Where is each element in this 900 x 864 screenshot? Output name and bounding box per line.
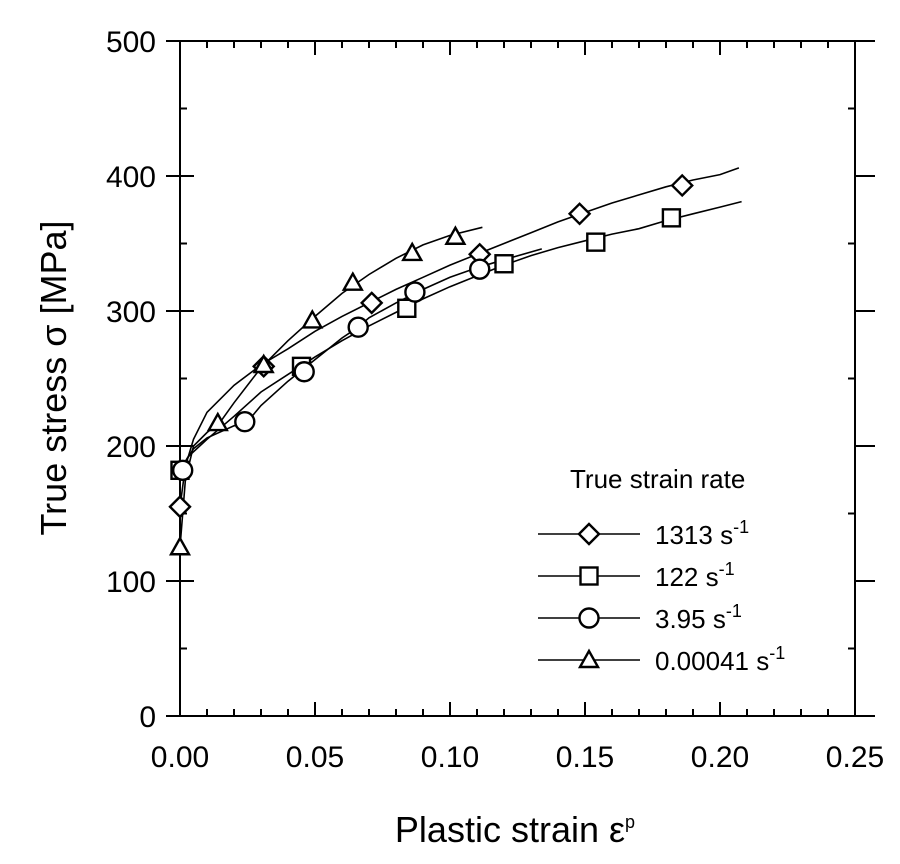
triangle-marker <box>168 535 192 556</box>
y-tick-label: 500 <box>106 26 156 59</box>
square-marker <box>661 208 682 228</box>
legend-label-superscript: -1 <box>769 643 785 663</box>
circle-marker <box>171 459 194 481</box>
legend-title: True strain rate <box>570 464 745 494</box>
legend-label: 122 s-1 <box>655 559 735 592</box>
circle-marker <box>404 281 426 303</box>
x-tick-label: 0.20 <box>691 741 749 774</box>
legend-label-value: 0.00041 s <box>655 646 769 676</box>
triangle-marker <box>341 271 364 291</box>
triangle-marker <box>252 353 275 374</box>
x-axis-title-superscript: p <box>625 812 635 832</box>
y-tick-label: 200 <box>106 431 156 464</box>
series-line-circle <box>179 248 543 471</box>
x-tick-label: 0.05 <box>286 741 344 774</box>
series-line-diamond <box>179 167 740 507</box>
tick-labels: 0.00 0.05 0.10 0.15 0.20 0.25 0 100 200 300 400 500 <box>106 26 884 774</box>
diamond-marker <box>360 291 384 315</box>
square-marker <box>397 298 417 318</box>
circle-marker <box>293 361 315 383</box>
legend-triangle-marker <box>577 648 601 669</box>
legend-label-superscript: -1 <box>733 517 749 537</box>
x-tick-label: 0.25 <box>826 741 884 774</box>
x-tick-label: 0.00 <box>151 741 209 774</box>
triangle-marker <box>301 309 324 329</box>
x-tick-label: 0.15 <box>556 741 614 774</box>
x-axis-title: Plastic strain εp <box>395 809 635 850</box>
diamond-marker <box>168 495 192 519</box>
square-marker <box>586 232 606 252</box>
square-marker <box>494 254 514 274</box>
legend-label-value: 1313 s <box>655 520 733 550</box>
legend-label: 3.95 s-1 <box>655 601 742 634</box>
diamond-marker <box>567 202 592 226</box>
triangle-marker <box>401 241 424 262</box>
y-tick-label: 300 <box>106 296 156 329</box>
y-tick-label: 400 <box>106 161 156 194</box>
data-markers <box>168 173 694 556</box>
series-line-triangle <box>179 226 483 548</box>
triangle-marker <box>444 225 467 245</box>
legend-circle-marker <box>578 607 600 629</box>
legend-diamond-marker <box>577 522 601 546</box>
series-line-square <box>179 200 742 471</box>
y-tick-label: 0 <box>139 701 156 734</box>
axis-ticks <box>166 40 875 717</box>
circle-marker <box>469 258 491 280</box>
y-axis-title: True stress σ [MPa] <box>33 221 74 536</box>
diamond-marker <box>670 173 694 198</box>
legend-label-superscript: -1 <box>726 601 742 621</box>
legend-label-value: 3.95 s <box>655 604 726 634</box>
circle-marker <box>234 411 256 433</box>
triangle-marker <box>206 411 229 432</box>
y-tick-label: 100 <box>106 566 156 599</box>
circle-marker <box>347 316 369 338</box>
legend-label: 1313 s-1 <box>655 517 749 550</box>
x-tick-label: 0.10 <box>421 741 479 774</box>
legend-square-marker <box>579 566 599 586</box>
x-axis-title-text: Plastic strain ε <box>395 809 625 850</box>
legend-label: 0.00041 s-1 <box>655 643 785 676</box>
legend-label-value: 122 s <box>655 562 719 592</box>
legend-label-superscript: -1 <box>719 559 735 579</box>
